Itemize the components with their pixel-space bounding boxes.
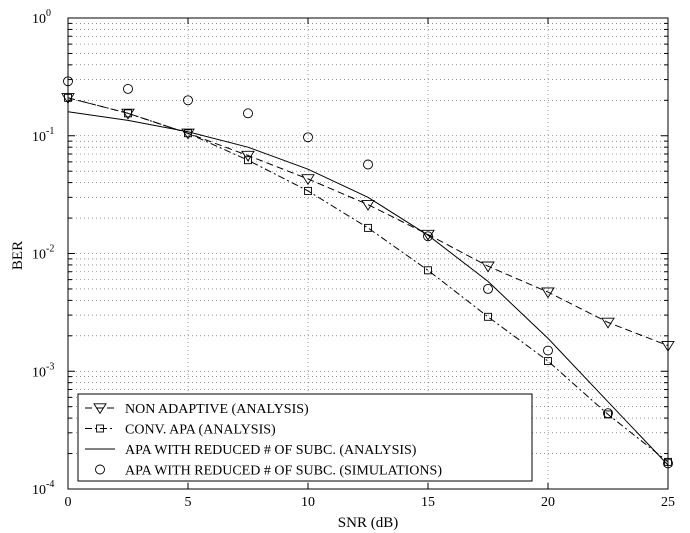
x-tick-label: 25: [661, 495, 675, 510]
data-point: [483, 283, 493, 294]
y-tick-exponent: -1: [46, 126, 54, 137]
y-tick-base: 10: [32, 365, 46, 380]
series-line: [67, 97, 669, 347]
data-point: [601, 317, 615, 329]
series-line: [67, 111, 669, 466]
legend: NON ADAPTIVE (ANALYSIS) CONV. APA (ANALYS…: [77, 393, 533, 482]
legend-box: [77, 393, 533, 482]
data-point: [484, 312, 492, 321]
legend-item-2: CONV. APA (ANALYSIS): [85, 423, 276, 438]
legend-item-4: APA WITH REDUCED # OF SUBC. (SIMULATIONS…: [95, 464, 442, 479]
data-point: [181, 128, 195, 140]
data-point: [123, 83, 133, 94]
y-tick-label: 10-4: [32, 479, 54, 498]
grid-minor-y: [68, 23, 668, 454]
x-tick-label: 20: [541, 495, 555, 510]
data-point: [124, 109, 132, 118]
data-point: [603, 408, 613, 419]
y-tick-base: 10: [32, 12, 46, 27]
data-point: [243, 108, 253, 119]
data-point: [361, 199, 375, 211]
y-tick-base: 10: [32, 483, 46, 498]
legend-marker: [96, 424, 104, 433]
y-tick-exponent: -2: [46, 244, 54, 255]
data-point: [183, 95, 193, 106]
legend-label: APA WITH REDUCED # OF SUBC. (SIMULATIONS…: [125, 464, 442, 479]
series-layer: [61, 76, 675, 469]
data-point: [424, 266, 432, 275]
legend-marker: [95, 464, 105, 475]
x-tick-label: 10: [301, 495, 315, 510]
legend-item-1: NON ADAPTIVE (ANALYSIS): [85, 402, 309, 417]
x-tick-labels: 0 5 10 15 20 25: [65, 495, 676, 510]
x-axis-label: SNR (dB): [338, 515, 398, 531]
legend-label: APA WITH REDUCED # OF SUBC. (ANALYSIS): [125, 443, 417, 458]
legend-label: CONV. APA (ANALYSIS): [125, 423, 276, 438]
data-point: [301, 174, 315, 186]
y-axis-label: BER: [10, 241, 26, 270]
legend-label: NON ADAPTIVE (ANALYSIS): [125, 402, 309, 417]
data-point: [544, 357, 552, 366]
data-point: [421, 229, 435, 241]
x-tick-label: 15: [421, 495, 435, 510]
series-1: [61, 93, 675, 352]
data-point: [303, 132, 313, 143]
y-tick-label: 10-2: [32, 244, 54, 263]
axis-ticks: [67, 18, 669, 490]
data-point: [121, 108, 135, 120]
data-point: [363, 159, 373, 170]
y-tick-exponent: -4: [46, 479, 54, 490]
y-tick-exponent: 0: [46, 8, 51, 19]
data-point: [423, 231, 433, 242]
data-point: [241, 150, 255, 162]
x-tick-label: 5: [185, 495, 192, 510]
legend-items: NON ADAPTIVE (ANALYSIS) CONV. APA (ANALYS…: [85, 402, 442, 479]
y-tick-exponent: -3: [46, 361, 54, 372]
series-3: [67, 111, 669, 466]
data-point: [543, 345, 553, 356]
legend-marker: [93, 403, 107, 415]
y-tick-base: 10: [32, 130, 46, 145]
data-point: [244, 156, 252, 165]
y-tick-label: 10-1: [32, 126, 54, 145]
y-tick-base: 10: [32, 248, 46, 263]
legend-item-3: APA WITH REDUCED # OF SUBC. (ANALYSIS): [85, 443, 417, 458]
data-point: [481, 261, 495, 273]
y-tick-label: 100: [32, 8, 51, 27]
x-tick-label: 0: [65, 495, 72, 510]
data-point: [304, 186, 312, 195]
data-point: [541, 287, 555, 299]
data-point: [184, 129, 192, 138]
y-tick-label: 10-3: [32, 361, 54, 380]
data-point: [364, 223, 372, 232]
